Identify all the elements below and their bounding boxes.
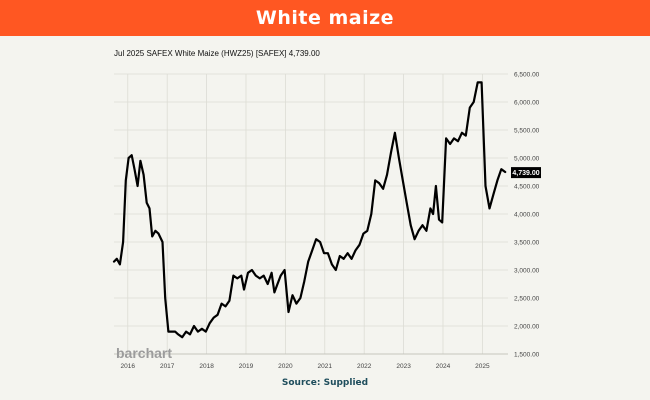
x-tick-label: 2018: [199, 363, 214, 370]
source-label: Source:: [281, 378, 321, 388]
banner-title: White maize: [255, 7, 395, 29]
y-tick-label: 1,500.00: [514, 352, 540, 359]
barchart-watermark: barchart: [116, 345, 172, 361]
x-tick-label: 2016: [121, 363, 136, 370]
x-tick-label: 2023: [396, 363, 411, 370]
y-tick-label: 3,000.00: [514, 268, 540, 275]
x-axis-ticks: 2016 2017 2018 2019 2020 2021 2022 2023 2024 2025: [121, 363, 490, 370]
last-price-box: [511, 167, 541, 179]
source-footer: Source: Supplied: [0, 378, 650, 388]
x-tick-label: 2020: [278, 363, 293, 370]
y-tick-label: 4,500.00: [514, 184, 540, 191]
y-tick-label: 3,500.00: [514, 240, 540, 247]
y-tick-label: 5,500.00: [514, 128, 540, 135]
y-axis-ticks: 1,500.00 2,000.00 2,500.00 3,000.00 3,500.00…: [514, 72, 540, 359]
chart-container: Jul 2025 SAFEX White Maize (HWZ25) [SAFE…: [0, 36, 650, 376]
price-series-line: [112, 81, 507, 339]
y-tick-label: 5,000.00: [514, 156, 540, 163]
grid-lines: [114, 73, 508, 355]
x-tick-label: 2022: [357, 363, 372, 370]
x-tick-label: 2021: [318, 363, 333, 370]
source-value: Supplied: [323, 378, 369, 388]
x-tick-label: 2024: [436, 363, 451, 370]
price-chart: Jul 2025 SAFEX White Maize (HWZ25) [SAFE…: [0, 36, 650, 376]
watermark-layer: barchart: [116, 345, 172, 361]
y-tick-label: 6,500.00: [514, 72, 540, 79]
series-layer: [112, 81, 507, 339]
last-price-marker: 4,739.00: [511, 167, 541, 179]
x-tick-label: 2017: [160, 363, 175, 370]
y-tick-label: 4,000.00: [514, 212, 540, 219]
x-tick-label: 2019: [239, 363, 254, 370]
chart-title: Jul 2025 SAFEX White Maize (HWZ25) [SAFE…: [114, 49, 320, 58]
y-tick-label: 2,500.00: [514, 296, 540, 303]
y-tick-label: 6,000.00: [514, 100, 540, 107]
header-banner: White maize: [0, 0, 650, 36]
x-tick-label: 2025: [475, 363, 490, 370]
last-price-label: 4,739.00: [512, 170, 539, 177]
y-tick-label: 2,000.00: [514, 324, 540, 331]
